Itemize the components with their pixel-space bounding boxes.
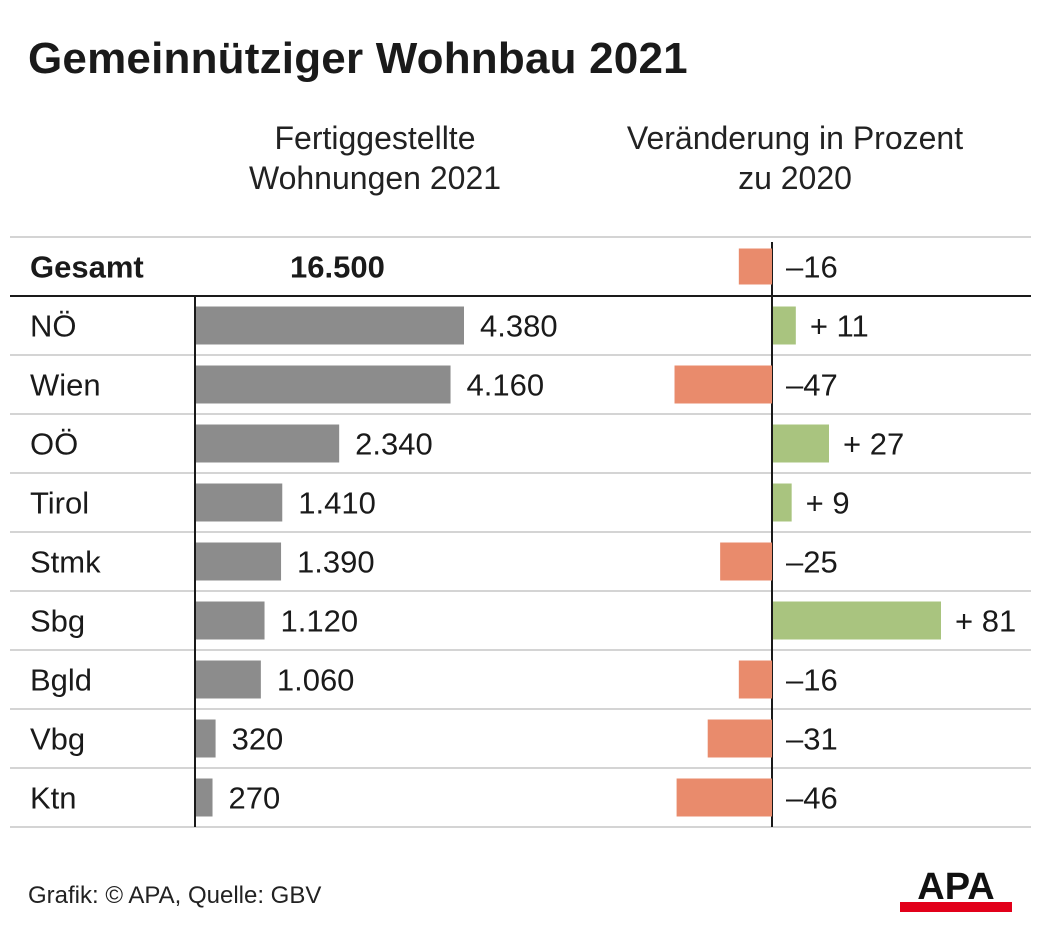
change-bar — [676, 778, 772, 817]
completed-bar — [196, 365, 451, 404]
change-value-label: –16 — [786, 663, 838, 698]
completed-value-label: 1.410 — [298, 486, 376, 521]
chart-area: Gesamt 16.500 –16 NÖ 4.380 + 11 Wien 4.160 –47 OÖ… — [10, 236, 1031, 828]
total-label: Gesamt — [30, 250, 144, 285]
column-header-completed-line1: Fertiggestellte — [274, 120, 476, 156]
category-label: Wien — [30, 368, 101, 403]
category-label: NÖ — [30, 309, 77, 344]
category-label: Tirol — [30, 486, 89, 521]
change-value-label: + 9 — [806, 486, 850, 521]
category-label: Bgld — [30, 663, 92, 698]
change-bar — [674, 365, 772, 404]
change-bar — [707, 719, 772, 758]
completed-bar — [196, 660, 261, 699]
change-value-label: + 27 — [843, 427, 904, 462]
completed-value-label: 1.060 — [277, 663, 355, 698]
column-header-change-line1: Veränderung in Prozent — [626, 120, 964, 156]
completed-value-label: 1.390 — [297, 545, 375, 580]
completed-value-label: 320 — [232, 722, 284, 757]
completed-value-label: 4.160 — [467, 368, 545, 403]
change-bar — [773, 424, 829, 463]
completed-value-label: 2.340 — [355, 427, 433, 462]
total-change-label: –16 — [786, 250, 838, 285]
total-change-bar — [738, 248, 772, 285]
category-label: Sbg — [30, 604, 85, 639]
completed-bar — [196, 306, 464, 345]
change-bar — [738, 660, 772, 699]
completed-bar — [196, 601, 265, 640]
change-value-label: –25 — [786, 545, 838, 580]
apa-logo-text: APA — [917, 866, 994, 908]
column-header-completed: Fertiggestellte Wohnungen 2021 — [180, 118, 570, 198]
category-label: Vbg — [30, 722, 85, 757]
change-value-label: –31 — [786, 722, 838, 757]
change-bar — [773, 306, 796, 345]
change-value-label: –46 — [786, 781, 838, 816]
apa-logo: APA — [900, 866, 1012, 912]
column-header-change: Veränderung in Prozent zu 2020 — [580, 118, 1010, 198]
completed-value-label: 270 — [229, 781, 281, 816]
change-value-label: + 81 — [955, 604, 1016, 639]
completed-bar — [196, 483, 283, 522]
apa-logo-red-bar — [900, 902, 1012, 912]
column-header-change-line2: zu 2020 — [738, 160, 852, 196]
category-label: OÖ — [30, 427, 78, 462]
category-label: Stmk — [30, 545, 101, 580]
completed-bar — [196, 542, 282, 581]
category-label: Ktn — [30, 781, 77, 816]
completed-bar — [196, 778, 213, 817]
change-value-label: + 11 — [810, 309, 869, 344]
source-credit: Grafik: © APA, Quelle: GBV — [28, 882, 322, 909]
change-value-label: –47 — [786, 368, 838, 403]
completed-value-label: 1.120 — [281, 604, 359, 639]
completed-bar — [196, 719, 216, 758]
change-bar — [773, 601, 941, 640]
total-value-label: 16.500 — [290, 250, 385, 285]
completed-value-label: 4.380 — [480, 309, 558, 344]
change-bar — [720, 542, 772, 581]
change-bar — [773, 483, 792, 522]
completed-bar — [196, 424, 340, 463]
chart-title: Gemeinnütziger Wohnbau 2021 — [28, 34, 688, 83]
column-header-completed-line2: Wohnungen 2021 — [248, 160, 502, 196]
